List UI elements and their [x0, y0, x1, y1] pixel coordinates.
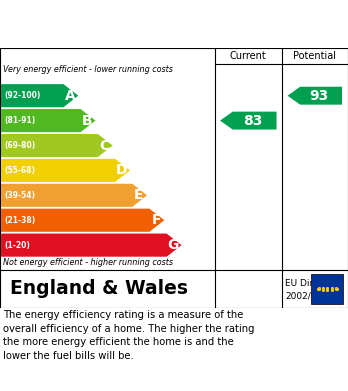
Text: 93: 93: [309, 89, 329, 103]
Text: (1-20): (1-20): [4, 240, 30, 249]
Text: Not energy efficient - higher running costs: Not energy efficient - higher running co…: [3, 258, 174, 267]
Text: F: F: [151, 213, 161, 227]
Text: E: E: [134, 188, 144, 202]
Text: Potential: Potential: [293, 51, 336, 61]
Text: C: C: [100, 138, 110, 152]
Polygon shape: [1, 184, 147, 207]
Text: (81-91): (81-91): [4, 116, 35, 125]
Text: Very energy efficient - lower running costs: Very energy efficient - lower running co…: [3, 65, 173, 74]
Text: England & Wales: England & Wales: [10, 279, 188, 298]
Text: (21-38): (21-38): [4, 216, 35, 225]
Text: B: B: [82, 114, 93, 127]
Text: (69-80): (69-80): [4, 141, 35, 150]
Text: EU Directive: EU Directive: [285, 279, 341, 288]
Text: Current: Current: [230, 51, 267, 61]
Text: Energy Efficiency Rating: Energy Efficiency Rating: [10, 17, 239, 35]
Polygon shape: [1, 134, 113, 157]
Text: (92-100): (92-100): [4, 91, 41, 100]
Text: The energy efficiency rating is a measure of the
overall efficiency of a home. T: The energy efficiency rating is a measur…: [3, 310, 255, 361]
Polygon shape: [287, 87, 342, 105]
Text: G: G: [168, 238, 179, 252]
Text: (55-68): (55-68): [4, 166, 35, 175]
Polygon shape: [1, 84, 78, 107]
Text: 2002/91/EC: 2002/91/EC: [285, 291, 337, 300]
Text: D: D: [116, 163, 127, 178]
Polygon shape: [1, 159, 130, 182]
Polygon shape: [1, 209, 164, 232]
Polygon shape: [220, 111, 277, 129]
Text: A: A: [65, 89, 76, 103]
Text: 83: 83: [243, 114, 262, 127]
Polygon shape: [1, 233, 182, 256]
Polygon shape: [1, 109, 95, 132]
Bar: [311, 274, 343, 304]
Text: (39-54): (39-54): [4, 191, 35, 200]
